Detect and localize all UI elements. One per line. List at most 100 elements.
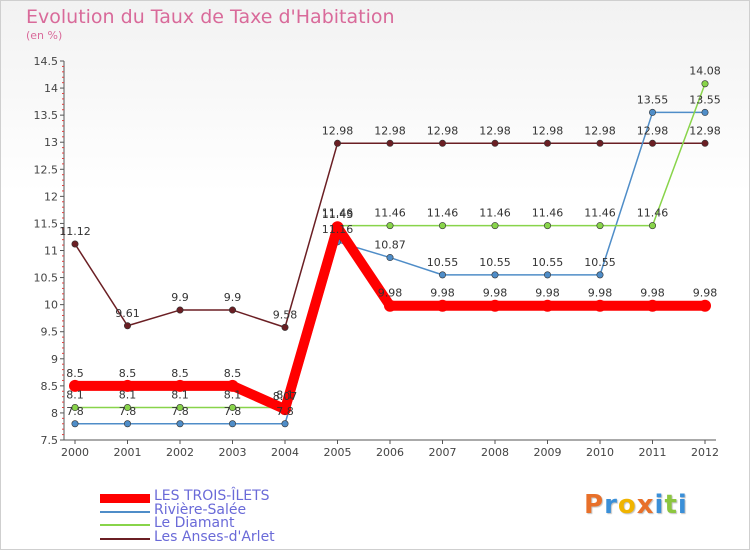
y-tick-label: 14 — [44, 82, 58, 95]
x-tick-label: 2012 — [691, 446, 719, 459]
data-label: 11.46 — [479, 207, 511, 220]
data-point — [648, 222, 656, 230]
data-label: 11.46 — [584, 207, 616, 220]
data-label: 9.58 — [273, 308, 298, 321]
data-point — [491, 271, 499, 279]
data-label: 10.55 — [584, 256, 616, 269]
chart-title: Evolution du Taux de Taxe d'Habitation — [26, 6, 395, 28]
y-tick-label: 9.5 — [41, 326, 59, 339]
data-label: 12.98 — [322, 124, 354, 137]
data-label: 10.87 — [374, 239, 406, 252]
x-tick-label: 2004 — [271, 446, 299, 459]
data-point — [124, 404, 132, 412]
y-tick-label: 8.5 — [41, 380, 59, 393]
data-point — [71, 420, 79, 428]
data-point — [438, 271, 446, 279]
data-point — [596, 222, 604, 230]
x-tick-label: 2002 — [166, 446, 194, 459]
x-tick-label: 2008 — [481, 446, 509, 459]
data-label: 9.9 — [224, 291, 242, 304]
data-point — [596, 139, 604, 147]
legend-swatch — [100, 494, 150, 503]
data-label: 9.98 — [535, 287, 560, 300]
data-point — [594, 299, 606, 312]
y-tick-label: 14.5 — [34, 55, 59, 68]
data-point — [279, 403, 291, 416]
data-label: 10.55 — [427, 256, 459, 269]
data-label: 12.98 — [427, 124, 459, 137]
y-tick-label: 11.5 — [34, 217, 59, 230]
data-point — [438, 222, 446, 230]
data-label: 11.46 — [322, 207, 354, 220]
data-point — [71, 240, 79, 248]
y-tick-label: 11 — [44, 245, 58, 258]
data-point — [491, 222, 499, 230]
data-label: 12.98 — [637, 124, 669, 137]
data-label: 13.55 — [637, 93, 669, 106]
data-label: 9.98 — [378, 287, 403, 300]
x-tick-label: 2005 — [324, 446, 352, 459]
data-point — [648, 108, 656, 116]
data-point — [543, 271, 551, 279]
data-label: 11.12 — [59, 225, 91, 238]
data-label: 8.1 — [119, 389, 137, 402]
y-tick-label: 10.5 — [34, 272, 59, 285]
data-label: 8.5 — [224, 367, 242, 380]
data-label: 9.98 — [640, 287, 665, 300]
data-label: 8.1 — [171, 389, 189, 402]
data-point — [438, 139, 446, 147]
data-label: 12.98 — [584, 124, 616, 137]
data-point — [174, 379, 186, 392]
legend-label: Rivière-Salée — [154, 502, 247, 518]
data-label: 7.8 — [119, 405, 137, 418]
x-tick-label: 2000 — [61, 446, 89, 459]
data-point — [124, 322, 132, 330]
data-label: 12.98 — [479, 124, 511, 137]
y-tick-label: 9 — [51, 353, 58, 366]
data-point — [229, 404, 237, 412]
data-point — [541, 299, 554, 312]
data-label: 12.98 — [374, 124, 406, 137]
data-point — [543, 139, 551, 147]
data-label: 9.98 — [483, 287, 508, 300]
brand-logo: Proxiti — [584, 490, 688, 520]
data-label: 11.46 — [427, 207, 459, 220]
y-tick-label: 7.5 — [41, 434, 59, 447]
data-point — [71, 404, 79, 412]
data-label: 9.98 — [588, 287, 613, 300]
legend-swatch — [100, 511, 150, 513]
data-point — [281, 420, 289, 428]
data-point — [384, 299, 396, 312]
data-label: 9.9 — [171, 291, 189, 304]
data-label: 12.98 — [689, 124, 721, 137]
data-label: 8.5 — [171, 367, 189, 380]
data-point — [176, 306, 184, 314]
x-tick-label: 2003 — [219, 446, 247, 459]
data-point — [699, 299, 711, 312]
data-point — [436, 299, 449, 312]
x-tick-label: 2001 — [114, 446, 142, 459]
legend-swatch — [100, 538, 150, 540]
legend-label: LES TROIS-ÎLETS — [154, 488, 270, 504]
x-tick-label: 2009 — [534, 446, 562, 459]
y-tick-label: 12.5 — [34, 163, 59, 176]
y-tick-label: 8 — [51, 407, 58, 420]
data-label: 9.98 — [430, 287, 455, 300]
data-point — [124, 420, 132, 428]
y-tick-label: 10 — [44, 299, 58, 312]
data-label: 7.8 — [276, 405, 294, 418]
x-tick-label: 2010 — [586, 446, 614, 459]
data-point — [489, 299, 501, 312]
legend-label: Les Anses-d'Arlet — [154, 529, 275, 545]
data-label: 10.55 — [532, 256, 564, 269]
data-label: 8.1 — [66, 389, 84, 402]
legend-label: Le Diamant — [154, 515, 235, 531]
y-tick-label: 13.5 — [34, 109, 59, 122]
data-label: 8.1 — [224, 389, 242, 402]
data-point — [646, 299, 659, 312]
data-point — [229, 420, 237, 428]
data-label: 9.61 — [115, 307, 140, 320]
data-label: 7.8 — [66, 405, 84, 418]
data-point — [69, 379, 81, 392]
